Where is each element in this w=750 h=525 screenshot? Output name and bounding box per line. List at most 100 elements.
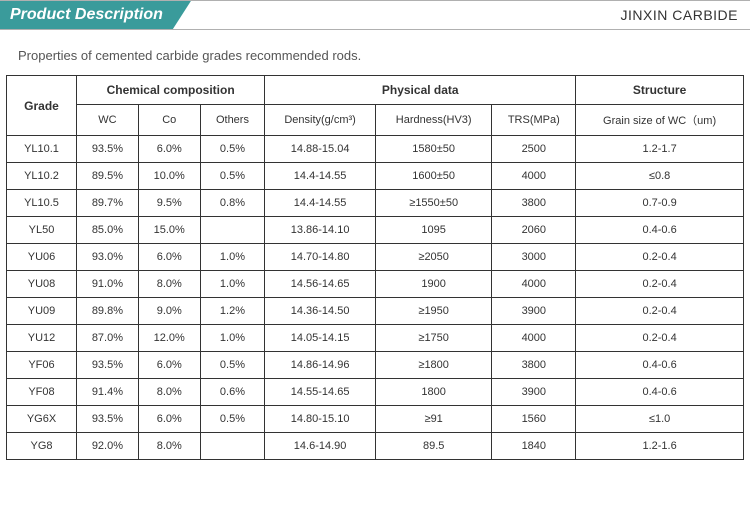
cell-others: 0.5% bbox=[200, 352, 265, 379]
cell-hardness: 1900 bbox=[375, 271, 492, 298]
cell-others bbox=[200, 217, 265, 244]
col-others: Others bbox=[200, 105, 265, 136]
table-row: YL10.289.5%10.0%0.5%14.4-14.551600±50400… bbox=[7, 163, 744, 190]
cell-hardness: ≥91 bbox=[375, 406, 492, 433]
cell-wc: 89.8% bbox=[77, 298, 139, 325]
table-row: YU0891.0%8.0%1.0%14.56-14.65190040000.2-… bbox=[7, 271, 744, 298]
col-wc: WC bbox=[77, 105, 139, 136]
header-bar: Product Description JINXIN CARBIDE bbox=[0, 0, 750, 30]
section-title: Product Description bbox=[0, 1, 191, 29]
cell-wc: 87.0% bbox=[77, 325, 139, 352]
properties-table: Grade Chemical composition Physical data… bbox=[6, 75, 744, 460]
cell-trs: 3000 bbox=[492, 244, 576, 271]
cell-density: 14.05-14.15 bbox=[265, 325, 376, 352]
cell-wc: 93.5% bbox=[77, 406, 139, 433]
col-structure: Structure bbox=[576, 76, 744, 105]
cell-others: 0.5% bbox=[200, 163, 265, 190]
cell-trs: 3900 bbox=[492, 298, 576, 325]
cell-grade: YG8 bbox=[7, 433, 77, 460]
cell-others: 0.6% bbox=[200, 379, 265, 406]
cell-trs: 3800 bbox=[492, 190, 576, 217]
cell-co: 8.0% bbox=[138, 379, 200, 406]
cell-density: 14.70-14.80 bbox=[265, 244, 376, 271]
cell-others: 1.0% bbox=[200, 271, 265, 298]
cell-grade: YL10.2 bbox=[7, 163, 77, 190]
table-row: YU0989.8%9.0%1.2%14.36-14.50≥195039000.2… bbox=[7, 298, 744, 325]
cell-density: 14.4-14.55 bbox=[265, 163, 376, 190]
cell-density: 14.56-14.65 bbox=[265, 271, 376, 298]
cell-co: 12.0% bbox=[138, 325, 200, 352]
cell-others: 1.0% bbox=[200, 325, 265, 352]
cell-co: 15.0% bbox=[138, 217, 200, 244]
col-physical: Physical data bbox=[265, 76, 576, 105]
table-row: YU0693.0%6.0%1.0%14.70-14.80≥205030000.2… bbox=[7, 244, 744, 271]
cell-grade: YL10.5 bbox=[7, 190, 77, 217]
cell-density: 14.88-15.04 bbox=[265, 136, 376, 163]
cell-density: 14.36-14.50 bbox=[265, 298, 376, 325]
cell-hardness: ≥1950 bbox=[375, 298, 492, 325]
col-chemical: Chemical composition bbox=[77, 76, 265, 105]
cell-trs: 1840 bbox=[492, 433, 576, 460]
cell-grain: 0.2-0.4 bbox=[576, 271, 744, 298]
cell-wc: 91.0% bbox=[77, 271, 139, 298]
cell-others: 1.2% bbox=[200, 298, 265, 325]
cell-grade: YU08 bbox=[7, 271, 77, 298]
cell-grain: 0.2-0.4 bbox=[576, 244, 744, 271]
table-row: YL10.193.5%6.0%0.5%14.88-15.041580±50250… bbox=[7, 136, 744, 163]
cell-grain: 1.2-1.6 bbox=[576, 433, 744, 460]
col-trs: TRS(MPa) bbox=[492, 105, 576, 136]
brand-name: JINXIN CARBIDE bbox=[621, 7, 750, 23]
cell-wc: 91.4% bbox=[77, 379, 139, 406]
cell-wc: 93.0% bbox=[77, 244, 139, 271]
cell-trs: 1560 bbox=[492, 406, 576, 433]
cell-density: 13.86-14.10 bbox=[265, 217, 376, 244]
cell-wc: 89.5% bbox=[77, 163, 139, 190]
cell-hardness: ≥1800 bbox=[375, 352, 492, 379]
cell-others: 1.0% bbox=[200, 244, 265, 271]
table-row: YF0891.4%8.0%0.6%14.55-14.65180039000.4-… bbox=[7, 379, 744, 406]
cell-grade: YU12 bbox=[7, 325, 77, 352]
col-hardness: Hardness(HV3) bbox=[375, 105, 492, 136]
cell-grade: YL10.1 bbox=[7, 136, 77, 163]
cell-hardness: ≥1750 bbox=[375, 325, 492, 352]
cell-others bbox=[200, 433, 265, 460]
table-row: YG6X93.5%6.0%0.5%14.80-15.10≥911560≤1.0 bbox=[7, 406, 744, 433]
cell-grain: ≤1.0 bbox=[576, 406, 744, 433]
cell-wc: 93.5% bbox=[77, 136, 139, 163]
cell-grain: 0.4-0.6 bbox=[576, 217, 744, 244]
cell-grade: YU06 bbox=[7, 244, 77, 271]
cell-grain: 0.4-0.6 bbox=[576, 379, 744, 406]
cell-density: 14.80-15.10 bbox=[265, 406, 376, 433]
col-grade: Grade bbox=[7, 76, 77, 136]
cell-trs: 3900 bbox=[492, 379, 576, 406]
cell-co: 6.0% bbox=[138, 352, 200, 379]
cell-grain: 0.7-0.9 bbox=[576, 190, 744, 217]
cell-hardness: 1095 bbox=[375, 217, 492, 244]
cell-grain: 0.4-0.6 bbox=[576, 352, 744, 379]
cell-trs: 2500 bbox=[492, 136, 576, 163]
cell-co: 6.0% bbox=[138, 406, 200, 433]
cell-others: 0.5% bbox=[200, 136, 265, 163]
cell-co: 6.0% bbox=[138, 244, 200, 271]
cell-co: 9.0% bbox=[138, 298, 200, 325]
cell-density: 14.4-14.55 bbox=[265, 190, 376, 217]
cell-trs: 4000 bbox=[492, 163, 576, 190]
cell-co: 10.0% bbox=[138, 163, 200, 190]
cell-wc: 89.7% bbox=[77, 190, 139, 217]
sub-header-row: WC Co Others Density(g/cm³) Hardness(HV3… bbox=[7, 105, 744, 136]
cell-hardness: 89.5 bbox=[375, 433, 492, 460]
cell-grain: ≤0.8 bbox=[576, 163, 744, 190]
cell-trs: 2060 bbox=[492, 217, 576, 244]
cell-hardness: ≥1550±50 bbox=[375, 190, 492, 217]
cell-grade: YU09 bbox=[7, 298, 77, 325]
cell-others: 0.5% bbox=[200, 406, 265, 433]
cell-trs: 4000 bbox=[492, 325, 576, 352]
cell-hardness: 1600±50 bbox=[375, 163, 492, 190]
group-header-row: Grade Chemical composition Physical data… bbox=[7, 76, 744, 105]
table-row: YG892.0%8.0%14.6-14.9089.518401.2-1.6 bbox=[7, 433, 744, 460]
cell-grain: 0.2-0.4 bbox=[576, 325, 744, 352]
table-row: YU1287.0%12.0%1.0%14.05-14.15≥175040000.… bbox=[7, 325, 744, 352]
cell-hardness: 1580±50 bbox=[375, 136, 492, 163]
cell-co: 9.5% bbox=[138, 190, 200, 217]
cell-hardness: 1800 bbox=[375, 379, 492, 406]
